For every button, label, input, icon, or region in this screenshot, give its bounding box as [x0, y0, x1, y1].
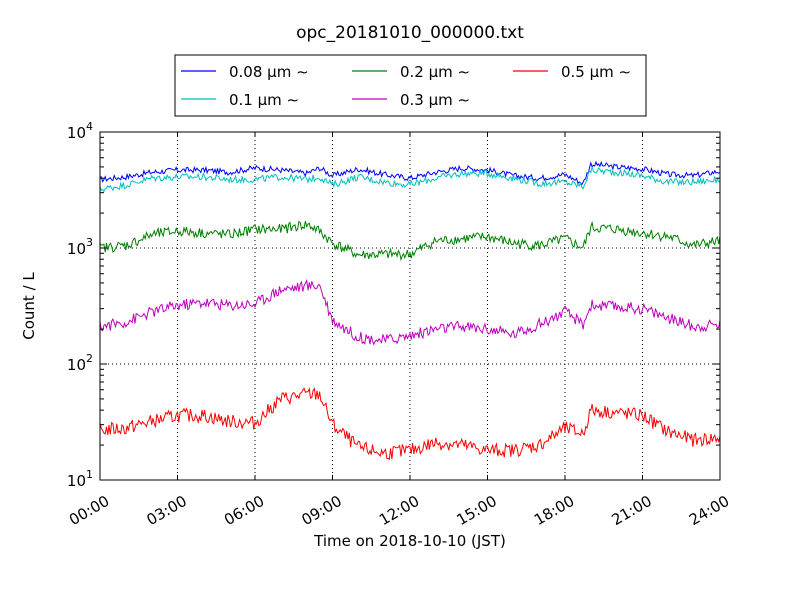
- y-tick-label: 103: [67, 236, 93, 258]
- series-line-0: [99, 160, 721, 186]
- axis-ticks: [99, 131, 721, 481]
- y-tick-labels: 101 102 103 104: [67, 120, 93, 490]
- legend-box: [174, 54, 647, 117]
- legend-label: 0.3 μm ∼: [400, 91, 470, 109]
- chart-title: opc_20181010_000000.txt: [296, 23, 524, 43]
- series-line-3: [99, 278, 721, 346]
- y-tick-label: 104: [67, 120, 93, 142]
- legend-label: 0.5 μm ∼: [561, 63, 631, 81]
- y-tick-label: 102: [67, 352, 93, 374]
- grid-lines: [100, 132, 720, 480]
- legend: 0.08 μm ∼ 0.1 μm ∼ 0.2 μm ∼ 0.3 μm ∼ 0.5 μm …: [174, 54, 647, 117]
- series-layer: [99, 160, 721, 461]
- series-line-4: [99, 387, 721, 461]
- series-line-1: [99, 166, 721, 193]
- legend-label: 0.2 μm ∼: [400, 63, 470, 81]
- y-axis-label: Count / L: [20, 272, 38, 340]
- y-tick-label: 101: [67, 468, 93, 490]
- legend-label: 0.08 μm ∼: [229, 63, 309, 81]
- x-axis-label: Time on 2018-10-10 (JST): [313, 532, 506, 550]
- series-line-2: [99, 220, 721, 262]
- legend-label: 0.1 μm ∼: [229, 91, 299, 109]
